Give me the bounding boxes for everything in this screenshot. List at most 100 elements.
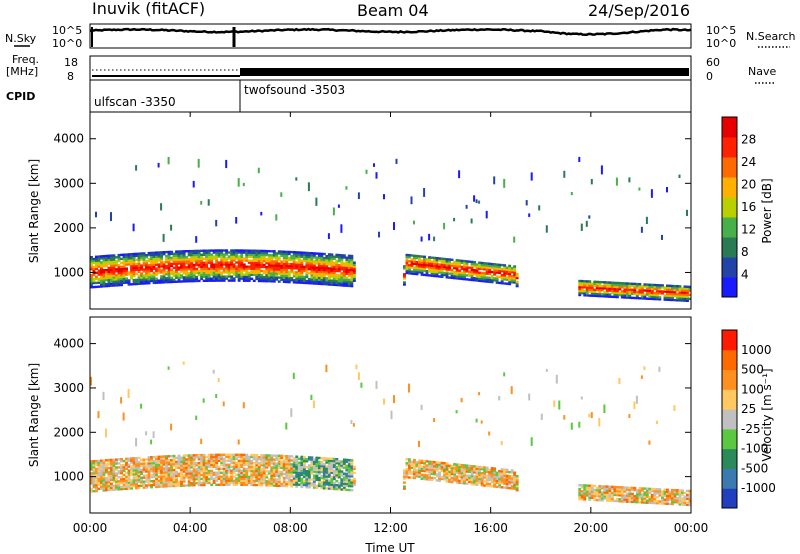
velocity-cell: [127, 465, 131, 468]
power-cell: [408, 270, 411, 273]
velocity-cell: [658, 490, 662, 493]
velocity-cell: [247, 479, 251, 483]
power-cell: [232, 257, 236, 260]
velocity-cell: [227, 471, 231, 474]
velocity-cell: [500, 476, 504, 479]
power-cell: [260, 257, 264, 261]
power-cell: [445, 258, 449, 261]
power-cell: [305, 275, 309, 279]
velocity-cell: [182, 466, 186, 469]
nsearch-tick-low: 10^0: [706, 37, 736, 50]
velocity-cell: [510, 386, 513, 395]
power-cell: [97, 263, 101, 266]
velocity-cell: [425, 474, 429, 477]
velocity-cell: [107, 472, 111, 476]
power-cell: [260, 255, 264, 259]
power-cell: [120, 269, 123, 273]
velocity-cell: [180, 480, 183, 483]
velocity-cell: [277, 484, 281, 487]
power-cell: [653, 283, 657, 287]
power-cell: [603, 283, 607, 286]
power-cell: [280, 276, 284, 279]
power-cell: [310, 278, 314, 281]
velocity-cell: [285, 464, 289, 468]
velocity-cell: [157, 457, 161, 460]
power-cell: [272, 278, 276, 281]
power-cell: [125, 257, 128, 260]
velocity-cell: [325, 487, 329, 490]
velocity-cell: [145, 474, 148, 477]
power-cell: [463, 265, 466, 269]
velocity-cell: [458, 473, 461, 476]
velocity-cell: [463, 468, 466, 471]
velocity-cell: [250, 455, 254, 459]
power-cell: [222, 275, 226, 278]
velocity-cell: [460, 463, 464, 467]
power-cell: [277, 258, 281, 261]
velocity-cell: [255, 463, 259, 467]
velocity-cell: [242, 471, 246, 474]
power-colorbar-swatch: [722, 177, 737, 198]
power-cell: [443, 263, 446, 267]
power-cell: [252, 257, 256, 260]
power-cell: [317, 256, 321, 259]
velocity-cell: [450, 480, 454, 484]
velocity-cell: [595, 494, 599, 498]
velocity-cell: [302, 463, 306, 467]
velocity-cell: [661, 500, 664, 503]
velocity-cell: [147, 472, 151, 475]
power-cell: [227, 263, 231, 266]
velocity-cell: [628, 496, 632, 499]
velocity-cell: [180, 456, 183, 459]
power-cell: [661, 290, 664, 293]
velocity-cell: [130, 469, 133, 472]
velocity-cell: [688, 503, 692, 507]
velocity-cell: [197, 471, 201, 475]
velocity-cell: [613, 489, 617, 493]
power-cell: [102, 265, 106, 268]
power-cell: [443, 259, 446, 263]
velocity-cell: [478, 477, 481, 481]
power-cell: [310, 252, 314, 255]
power-cell: [300, 259, 304, 262]
velocity-cell: [513, 487, 517, 490]
velocity-cell: [430, 468, 434, 472]
velocity-cell: [245, 477, 249, 481]
velocity-cell: [515, 487, 519, 490]
velocity-cell: [237, 439, 240, 445]
power-cell: [240, 273, 244, 276]
power-cell: [580, 279, 584, 283]
velocity-cell: [337, 460, 341, 463]
velocity-cell: [132, 469, 136, 472]
velocity-cell: [195, 476, 199, 479]
power-cell: [172, 256, 176, 259]
velocity-cell: [230, 469, 234, 472]
power-cell: [125, 259, 128, 262]
power-cell: [230, 263, 234, 266]
velocity-cell: [187, 456, 191, 459]
power-cell: [100, 273, 103, 276]
power-cell: [503, 274, 507, 277]
velocity-cell: [327, 465, 331, 468]
power-cell: [485, 270, 489, 273]
power-cell: [162, 281, 166, 284]
velocity-cell: [145, 468, 148, 471]
power-cell: [282, 272, 286, 275]
velocity-cell: [172, 460, 176, 464]
power-cell: [157, 281, 161, 284]
velocity-cell: [625, 496, 629, 499]
velocity-cell: [503, 468, 507, 471]
velocity-cell: [190, 482, 194, 485]
power-cell: [350, 276, 354, 280]
power-cell: [297, 273, 301, 276]
velocity-cell: [160, 473, 163, 476]
velocity-cell: [245, 455, 249, 459]
power-cell: [285, 252, 289, 256]
power-cell: [345, 266, 349, 269]
power-cell: [418, 255, 421, 258]
velocity-cell: [110, 486, 113, 490]
power-cell: [430, 256, 434, 259]
velocity-cell: [463, 480, 466, 483]
power-cell: [668, 294, 672, 297]
velocity-cell: [490, 471, 494, 474]
